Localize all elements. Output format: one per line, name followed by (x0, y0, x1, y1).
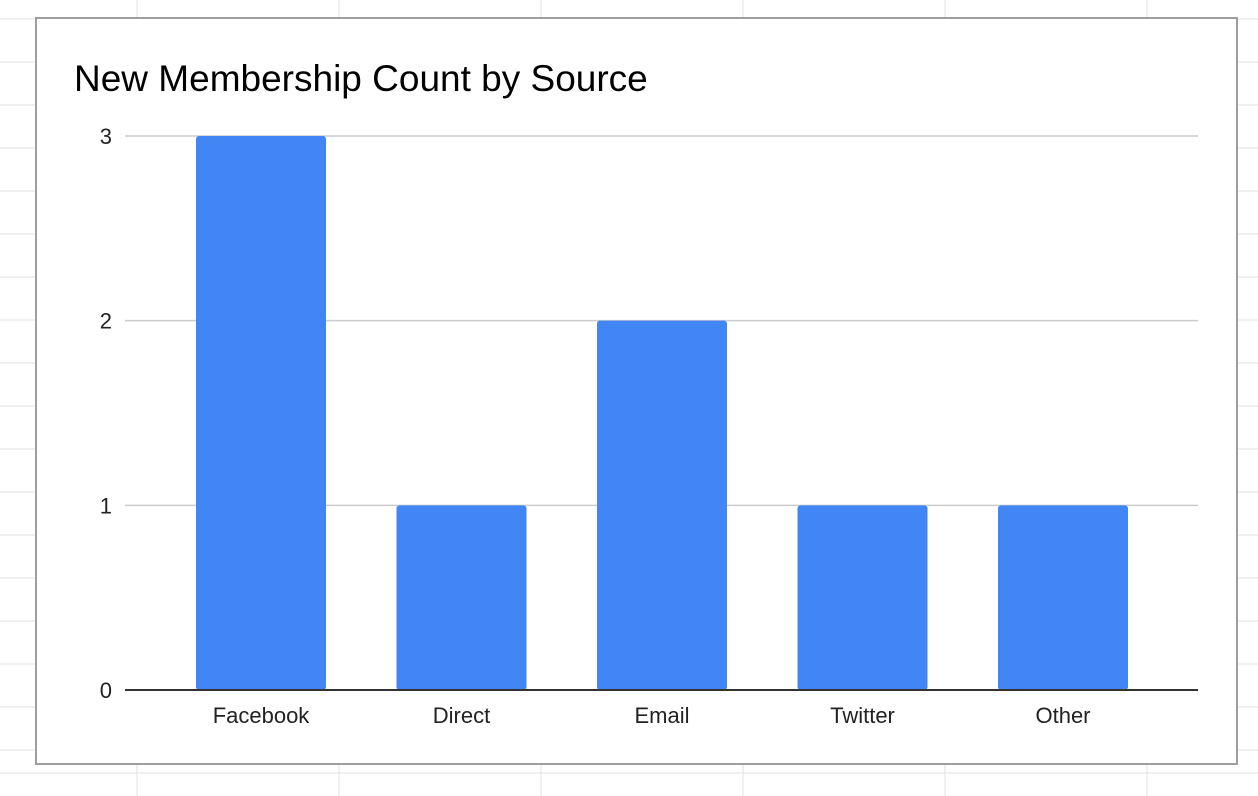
y-tick-label: 1 (100, 493, 112, 518)
bar-twitter[interactable] (797, 505, 928, 690)
x-tick-label-direct: Direct (433, 703, 490, 728)
y-tick-label: 0 (100, 678, 112, 703)
chart-title: New Membership Count by Source (74, 58, 648, 99)
x-tick-label-facebook: Facebook (213, 703, 311, 728)
x-axis-tick-labels: Facebook Direct Email Twitter Other (213, 703, 1091, 728)
y-tick-label: 2 (100, 309, 112, 334)
x-tick-label-email: Email (634, 703, 689, 728)
bar-facebook[interactable] (196, 136, 326, 690)
y-axis-tick-labels: 0 1 2 3 (100, 124, 112, 703)
bars (196, 136, 1128, 690)
x-tick-label-other: Other (1035, 703, 1090, 728)
x-tick-label-twitter: Twitter (830, 703, 895, 728)
y-tick-label: 3 (100, 124, 112, 149)
bar-direct[interactable] (396, 505, 527, 690)
bar-email[interactable] (597, 320, 727, 690)
bar-other[interactable] (998, 505, 1128, 690)
